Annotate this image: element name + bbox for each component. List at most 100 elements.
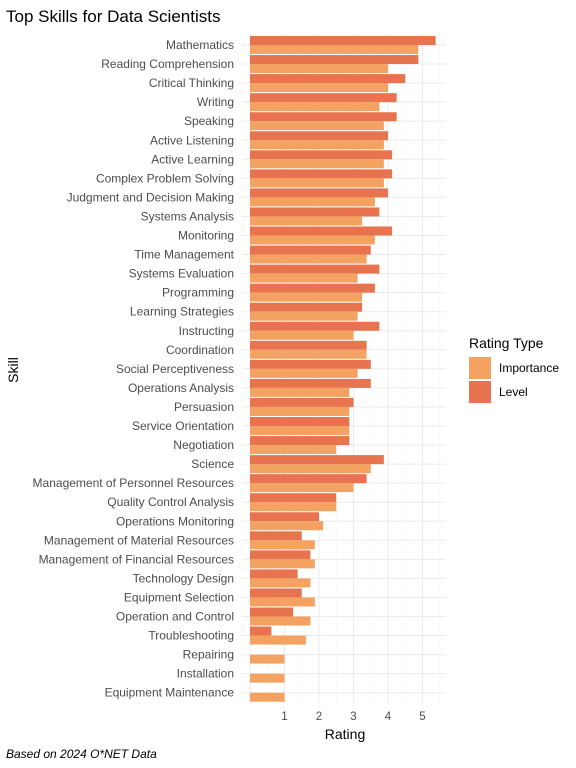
bar-level xyxy=(250,226,393,236)
bar-level xyxy=(250,417,350,426)
bar-level xyxy=(250,397,354,407)
bar-level xyxy=(250,150,393,160)
bar-importance xyxy=(250,368,358,378)
x-tick-label: 2 xyxy=(316,711,322,723)
skill-label: Repairing xyxy=(183,648,234,662)
skill-label: Management of Personnel Resources xyxy=(33,476,234,490)
bar-level xyxy=(250,188,388,198)
skill-label: Systems Evaluation xyxy=(129,267,234,281)
bar-importance xyxy=(250,521,324,531)
bar-level xyxy=(250,207,380,217)
bar-level xyxy=(250,131,388,141)
bar-level xyxy=(250,169,393,179)
bar-importance xyxy=(250,597,315,607)
legend-swatch xyxy=(469,381,491,403)
skill-label: Persuasion xyxy=(174,400,234,414)
x-tick-label: 4 xyxy=(385,711,392,723)
bar-level xyxy=(250,493,337,503)
bar-importance xyxy=(250,483,354,493)
bar-importance xyxy=(250,540,315,550)
x-tick-label: 5 xyxy=(419,711,425,723)
legend: Rating Type Importance Level xyxy=(469,335,559,403)
skill-label: Operations Monitoring xyxy=(116,514,234,528)
skill-label: Management of Financial Resources xyxy=(39,552,234,566)
skill-label: Time Management xyxy=(134,248,234,262)
bar-importance xyxy=(250,235,375,245)
bar-importance xyxy=(250,426,350,435)
skill-label: Monitoring xyxy=(178,229,234,243)
bar-importance xyxy=(250,216,363,226)
bar-level xyxy=(250,359,371,369)
bar-importance xyxy=(250,406,350,416)
bar-level xyxy=(250,93,397,103)
bar-importance xyxy=(250,464,371,474)
bar-importance xyxy=(250,387,350,397)
legend-label: Importance xyxy=(499,361,559,375)
bar-importance xyxy=(250,121,384,131)
x-tick-label: 3 xyxy=(350,711,356,723)
skill-label: Active Learning xyxy=(151,152,234,166)
bar-level xyxy=(250,264,380,274)
x-axis-title: Rating xyxy=(325,726,365,742)
bar-level xyxy=(250,436,350,446)
bar-importance xyxy=(250,616,311,626)
bar-level xyxy=(250,302,363,312)
bar-importance xyxy=(250,273,358,283)
skill-label: Active Listening xyxy=(150,133,234,147)
caption: Based on 2024 O*NET Data xyxy=(6,747,157,761)
bar-importance xyxy=(250,445,337,455)
bar-level xyxy=(250,569,298,579)
bar-level xyxy=(250,531,302,541)
bars xyxy=(250,36,436,702)
x-tick-label: 1 xyxy=(281,711,287,723)
bar-level xyxy=(250,378,371,388)
bar-level xyxy=(250,588,302,598)
y-axis-title: Skill xyxy=(5,357,21,383)
bar-importance xyxy=(250,635,306,645)
skill-label: Service Orientation xyxy=(132,419,234,433)
bar-importance xyxy=(250,102,380,112)
bar-level xyxy=(250,112,397,122)
legend-title: Rating Type xyxy=(469,335,544,351)
bar-level xyxy=(250,321,380,331)
bar-level xyxy=(250,36,436,45)
skill-label: Coordination xyxy=(166,343,234,357)
bar-level xyxy=(250,474,367,484)
bar-level xyxy=(250,550,311,560)
skill-label: Learning Strategies xyxy=(130,305,234,319)
skill-label: Operations Analysis xyxy=(128,381,234,395)
bar-importance xyxy=(250,159,384,169)
bar-importance xyxy=(250,692,285,702)
x-tick-labels: 1 2 3 4 5 xyxy=(281,711,425,723)
bar-importance xyxy=(250,140,384,150)
skill-label: Troubleshooting xyxy=(148,629,234,643)
skill-label: Reading Comprehension xyxy=(101,57,234,71)
skill-label: Mathematics xyxy=(166,38,234,52)
skill-label: Operation and Control xyxy=(116,610,234,624)
bar-level xyxy=(250,626,272,636)
chart-title: Top Skills for Data Scientists xyxy=(6,7,220,26)
bar-importance xyxy=(250,349,367,359)
bar-level xyxy=(250,512,319,522)
y-tick-labels: Mathematics Reading Comprehension Critical… xyxy=(33,38,235,700)
bar-importance xyxy=(250,311,358,321)
skill-label: Writing xyxy=(197,95,234,109)
bar-level xyxy=(250,455,384,465)
bar-importance xyxy=(250,45,419,54)
skill-label: Management of Material Resources xyxy=(44,533,234,547)
skill-label: Social Perceptiveness xyxy=(116,362,234,376)
bar-level xyxy=(250,55,419,65)
bar-importance xyxy=(250,197,375,207)
bar-importance xyxy=(250,330,354,340)
bar-importance xyxy=(250,178,384,188)
bar-importance xyxy=(250,292,363,302)
skill-label: Instructing xyxy=(179,324,234,338)
legend-swatch xyxy=(469,357,491,379)
skill-label: Speaking xyxy=(184,114,234,128)
bar-importance xyxy=(250,254,367,264)
bar-importance xyxy=(250,578,311,588)
skill-label: Critical Thinking xyxy=(149,76,234,90)
skill-label: Judgment and Decision Making xyxy=(67,190,234,204)
bar-importance xyxy=(250,559,315,569)
